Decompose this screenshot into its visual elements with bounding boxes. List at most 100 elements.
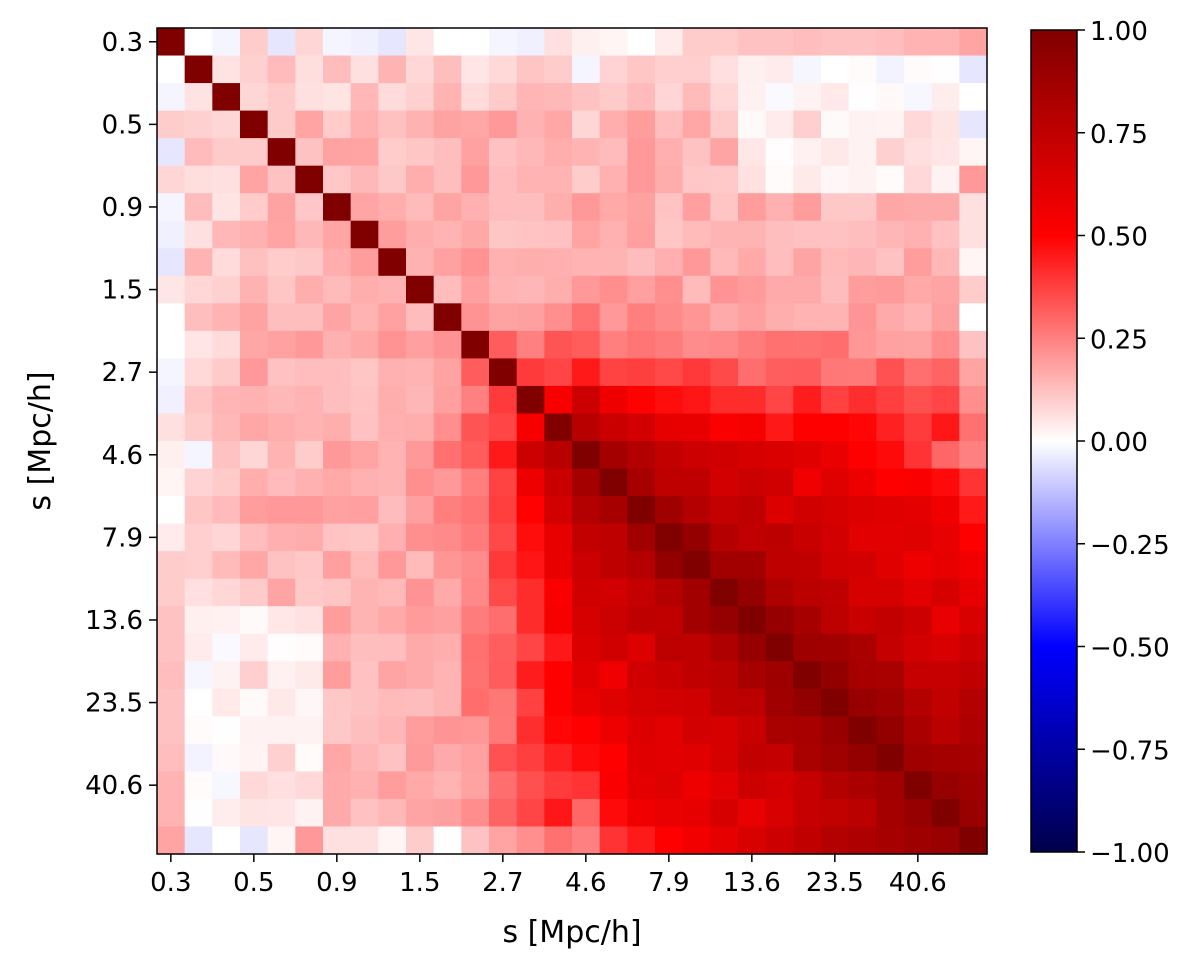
heatmap-cell (931, 303, 960, 332)
heatmap-cell (267, 303, 296, 332)
heatmap-cell (406, 275, 435, 304)
heatmap-cell (378, 551, 407, 580)
heatmap-cell (876, 606, 905, 635)
heatmap-cell (489, 688, 518, 717)
heatmap-cell (599, 798, 628, 828)
heatmap-cell (406, 551, 435, 580)
heatmap-cell (931, 716, 960, 745)
heatmap-cell (350, 303, 379, 332)
heatmap-cell (433, 661, 462, 690)
heatmap-cell (516, 441, 545, 470)
heatmap-cell (350, 826, 379, 855)
heatmap-cell (599, 248, 628, 277)
heatmap-cell (848, 330, 877, 359)
heatmap-cell (710, 826, 739, 855)
heatmap-cell (295, 661, 324, 690)
heatmap-cell (655, 798, 684, 828)
heatmap-cell (959, 578, 988, 607)
heatmap-cell (489, 468, 518, 497)
heatmap-cell (433, 606, 462, 635)
heatmap-cell (599, 413, 628, 442)
heatmap-cell (240, 716, 269, 745)
heatmap-cell (599, 771, 628, 800)
heatmap-cell (848, 771, 877, 800)
heatmap-cell (378, 496, 407, 525)
heatmap-cell (572, 110, 601, 139)
heatmap-cell (876, 551, 905, 580)
heatmap-cell (544, 275, 573, 304)
heatmap-cell (240, 385, 269, 415)
heatmap-cell (959, 551, 988, 580)
heatmap-cell (350, 523, 379, 552)
heatmap-cell (295, 496, 324, 525)
heatmap-cell (406, 413, 435, 442)
heatmap-cell (544, 468, 573, 497)
heatmap-cell (904, 551, 933, 580)
heatmap-cell (710, 661, 739, 690)
heatmap-cell (793, 716, 822, 745)
heatmap-cell (931, 165, 960, 194)
heatmap-cell (184, 248, 213, 277)
heatmap-cell (350, 551, 379, 580)
heatmap-cell (821, 165, 850, 194)
heatmap-cell (378, 83, 407, 112)
heatmap-cell (295, 716, 324, 745)
heatmap-cell (267, 771, 296, 800)
heatmap-cell (378, 578, 407, 607)
heatmap-cell (682, 468, 711, 497)
heatmap-cell (904, 385, 933, 415)
heatmap-cell (489, 55, 518, 84)
heatmap-cell (544, 606, 573, 635)
heatmap-cell (461, 83, 490, 112)
heatmap-cell (572, 468, 601, 497)
heatmap-cell (904, 55, 933, 84)
heatmap-cell (461, 165, 490, 194)
heatmap-cell (959, 220, 988, 249)
heatmap-cell (793, 193, 822, 222)
heatmap-cell (378, 606, 407, 635)
heatmap-cell (821, 688, 850, 717)
heatmap-cell (710, 303, 739, 332)
heatmap-cell (378, 413, 407, 442)
heatmap-cell (516, 743, 545, 772)
heatmap-cell (406, 303, 435, 332)
heatmap-cell (157, 551, 186, 580)
heatmap-cell (904, 606, 933, 635)
heatmap-cell (572, 551, 601, 580)
heatmap-cell (876, 55, 905, 84)
heatmap-cell (516, 138, 545, 167)
heatmap-cell (682, 330, 711, 359)
heatmap-cell (378, 110, 407, 139)
heatmap-cell (295, 248, 324, 277)
heatmap-cell (876, 743, 905, 772)
x-tick-label: 4.6 (565, 868, 606, 898)
heatmap-cell (738, 441, 767, 470)
heatmap-cell (682, 496, 711, 525)
heatmap-cell (295, 551, 324, 580)
heatmap-cell (931, 688, 960, 717)
heatmap-cell (406, 358, 435, 387)
heatmap-cell (489, 303, 518, 332)
heatmap-cell (627, 441, 656, 470)
heatmap-cell (544, 551, 573, 580)
heatmap-cell (184, 826, 213, 855)
heatmap-cell (489, 358, 518, 387)
heatmap-cell (572, 606, 601, 635)
heatmap-cell (378, 28, 407, 57)
heatmap-cell (406, 496, 435, 525)
heatmap-cell (765, 275, 794, 304)
heatmap-cell (516, 165, 545, 194)
heatmap-cell (433, 468, 462, 497)
heatmap-cell (184, 28, 213, 57)
heatmap-cell (765, 220, 794, 249)
heatmap-cell (212, 716, 241, 745)
heatmap-cell (959, 523, 988, 552)
x-tick-label: 1.5 (399, 868, 440, 898)
heatmap-cell (350, 248, 379, 277)
heatmap-cell (572, 771, 601, 800)
heatmap-cell (710, 743, 739, 772)
heatmap-cell (184, 110, 213, 139)
heatmap-cell (821, 110, 850, 139)
heatmap-cell (572, 413, 601, 442)
heatmap-cell (212, 248, 241, 277)
